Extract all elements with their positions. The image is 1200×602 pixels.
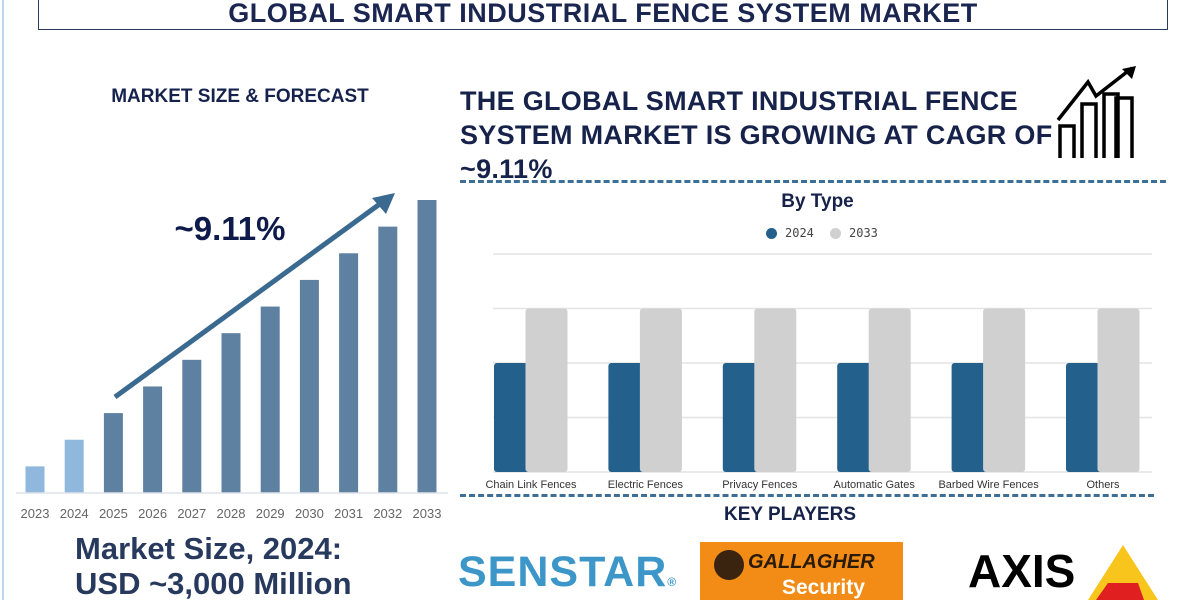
year-label: 2026: [138, 506, 167, 521]
category-label: Electric Fences: [608, 479, 684, 491]
headline: THE GLOBAL SMART INDUSTRIAL FENCE SYSTEM…: [460, 86, 1053, 184]
divider: [460, 494, 1154, 497]
legend-2033: 2033: [830, 226, 878, 240]
year-label: 2029: [256, 506, 285, 521]
bar-2025: [103, 413, 123, 493]
bar-2024-barbed-wire-fences: [951, 363, 994, 472]
market-size-line2: USD ~3,000 Million: [75, 566, 352, 601]
bar-2033-privacy-fences: [754, 308, 797, 472]
by-type-title: By Type: [781, 191, 854, 212]
axis-logo: AXIS: [968, 545, 1158, 600]
bar-2028: [221, 333, 241, 493]
year-label: 2025: [99, 506, 128, 521]
bar-2027: [182, 359, 202, 493]
bar-2031: [339, 253, 359, 493]
svg-text:AXIS: AXIS: [968, 545, 1075, 597]
year-label: 2027: [177, 506, 206, 521]
bar-2024: [64, 439, 84, 493]
category-label: Privacy Fences: [722, 479, 798, 491]
bar-2029: [260, 306, 280, 493]
arrow-head-icon: [372, 193, 395, 214]
bar-2023: [25, 466, 45, 493]
growth-arrow: [113, 195, 390, 400]
legend-label: 2033: [849, 226, 878, 240]
category-label: Others: [1086, 479, 1120, 491]
year-label: 2030: [295, 506, 324, 521]
year-label: 2023: [21, 506, 50, 521]
growth-chart-icon: [1056, 66, 1136, 158]
bar-2032: [378, 226, 398, 494]
key-players-heading: KEY PLAYERS: [724, 504, 856, 525]
gallagher-logo: GALLAGHER Security: [700, 542, 903, 600]
by-type-chart: Chain Link Fences Electric Fences Privacy …: [485, 253, 1152, 491]
year-label: 2032: [373, 506, 402, 521]
cagr-label: ~9.11%: [174, 210, 285, 247]
legend-dot: [830, 227, 841, 239]
category-label: Barbed Wire Fences: [938, 479, 1039, 491]
bar-2033-chain-link-fences: [525, 308, 568, 472]
page-edge: [2, 0, 4, 600]
market-size-line1: Market Size, 2024:: [75, 531, 343, 566]
year-label: 2028: [217, 506, 246, 521]
bar-2033-barbed-wire-fences: [983, 308, 1026, 472]
year-label: 2031: [334, 506, 363, 521]
category-label: Automatic Gates: [834, 479, 916, 491]
market-size-heading: MARKET SIZE & FORECAST: [111, 86, 369, 107]
bar-2026: [143, 386, 163, 493]
bar-2033-electric-fences: [639, 308, 682, 472]
legend-dot: [766, 227, 777, 239]
divider: [460, 180, 1166, 183]
year-label: 2033: [413, 506, 442, 521]
bar-2033: [417, 200, 437, 493]
legend-2024: 2024: [766, 226, 814, 240]
bar-2033-automatic-gates: [868, 308, 911, 472]
bar-2030: [299, 279, 319, 493]
bar-2033-others: [1097, 308, 1140, 472]
legend-label: 2024: [785, 226, 814, 240]
page-title: GLOBAL SMART INDUSTRIAL FENCE SYSTEM MAR…: [228, 0, 978, 28]
title-box: GLOBAL SMART INDUSTRIAL FENCE SYSTEM MAR…: [38, 0, 1168, 30]
market-forecast-chart: 2023 2024 2025 2026 2027 2028 2029 2030 2031 2032…: [16, 193, 448, 521]
category-label: Chain Link Fences: [485, 479, 577, 491]
senstar-logo: SENSTAR®: [458, 548, 678, 596]
year-label: 2024: [60, 506, 89, 521]
